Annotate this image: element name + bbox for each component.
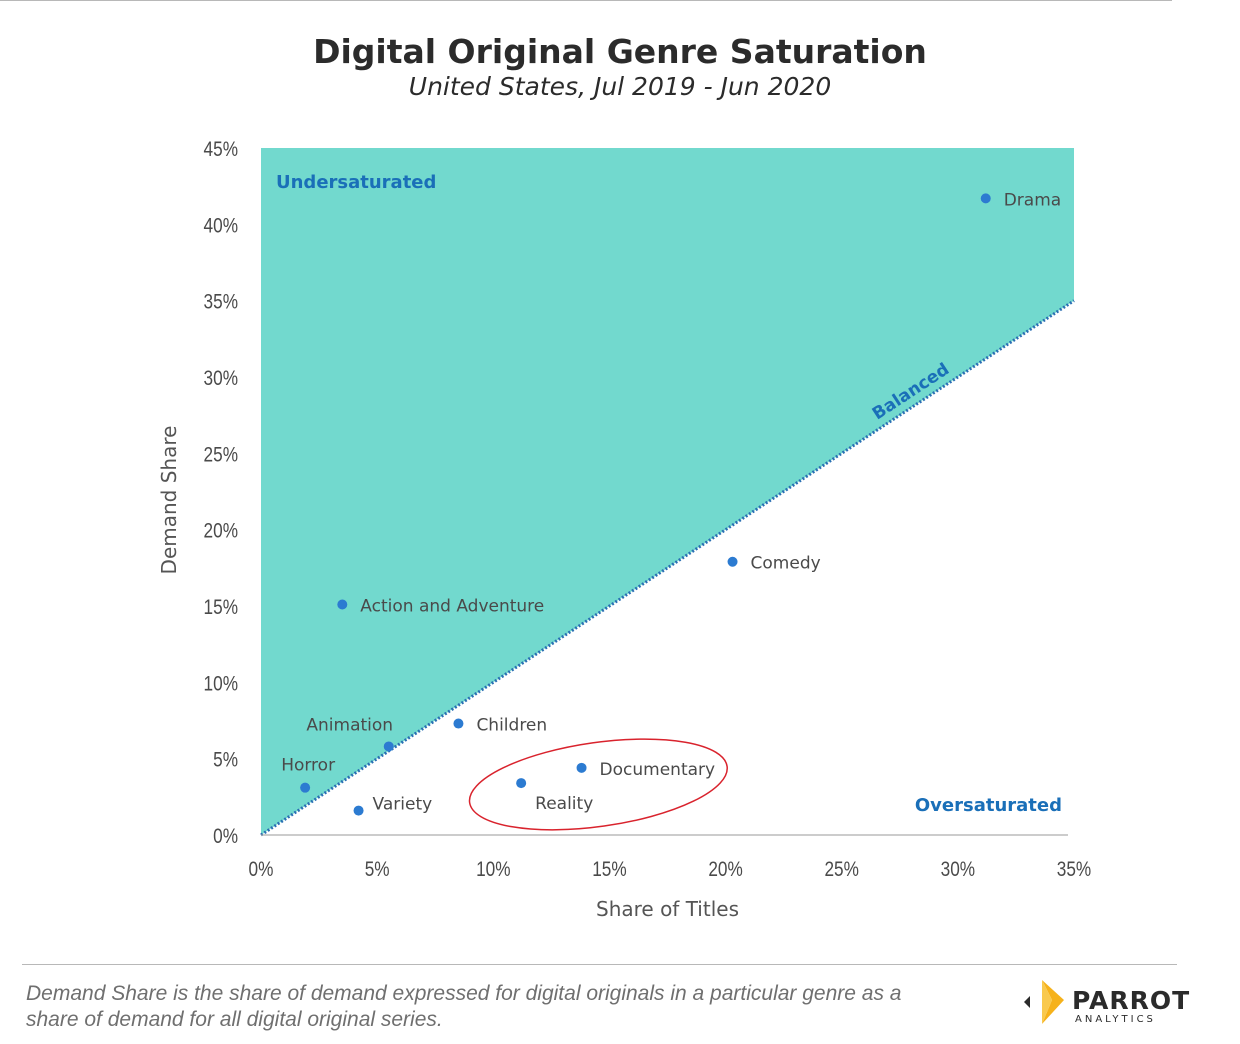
point-label: Animation (306, 715, 393, 735)
parrot-logo-icon (1024, 980, 1064, 1024)
oversaturated-label: Oversaturated (915, 795, 1062, 816)
x-tick-label: 15% (592, 859, 626, 882)
footnote: Demand Share is the share of demand expr… (26, 982, 902, 1031)
data-point (727, 556, 738, 567)
data-point (353, 805, 364, 816)
undersaturated-region (261, 148, 1074, 835)
point-label: Children (476, 716, 547, 736)
y-tick-label: 15% (204, 597, 238, 620)
y-tick-labels: 0% 5% 10% 15% 20% 25% 30% 35% 40% 45% (204, 139, 238, 849)
y-axis-title: Demand Share (157, 426, 181, 575)
undersaturated-label: Undersaturated (276, 172, 436, 193)
data-point (980, 193, 991, 204)
y-tick-label: 10% (204, 673, 238, 696)
logo-wordmark: PARROT (1072, 986, 1191, 1015)
x-tick-label: 20% (708, 859, 742, 882)
chart-title: Digital Original Genre Saturation (313, 32, 927, 71)
x-axis-title: Share of Titles (596, 897, 739, 921)
x-tick-label: 30% (941, 859, 975, 882)
chart-subtitle: United States, Jul 2019 - Jun 2020 (408, 72, 832, 101)
y-tick-label: 25% (204, 444, 238, 467)
data-points: Drama Comedy Action and Adventure Children A… (281, 190, 1061, 816)
point-label: Comedy (751, 554, 821, 574)
y-tick-label: 45% (204, 139, 238, 162)
point-label: Horror (281, 756, 335, 776)
y-tick-label: 5% (213, 749, 238, 772)
data-point (383, 741, 394, 752)
data-point (300, 782, 311, 793)
x-tick-label: 35% (1057, 859, 1091, 882)
parrot-analytics-logo: PARROT ANALYTICS (1020, 976, 1189, 1032)
genre-saturation-scatter: 0% 5% 10% 15% 20% 25% 30% 35% 40% 45% 0% 5% 10% 15% 2… (157, 139, 1092, 921)
x-tick-label: 0% (249, 859, 274, 882)
point-label: Documentary (600, 760, 716, 780)
footer-rule (22, 964, 1177, 965)
data-point (453, 718, 464, 729)
point-label: Action and Adventure (360, 596, 544, 616)
logo-subtitle: ANALYTICS (1075, 1014, 1156, 1025)
y-tick-label: 0% (213, 826, 238, 849)
y-tick-label: 40% (204, 215, 238, 238)
data-point (576, 762, 587, 773)
x-tick-labels: 0% 5% 10% 15% 20% 25% 30% 35% (249, 859, 1092, 882)
data-point (516, 778, 527, 789)
top-rule (0, 0, 1172, 1)
data-point (337, 599, 348, 610)
x-tick-label: 10% (476, 859, 510, 882)
x-tick-label: 25% (824, 859, 858, 882)
y-tick-label: 20% (204, 520, 238, 543)
y-tick-label: 30% (204, 368, 238, 391)
point-label: Variety (373, 795, 433, 815)
y-tick-label: 35% (204, 291, 238, 314)
point-label: Reality (535, 794, 593, 814)
point-label: Drama (1004, 190, 1061, 210)
x-tick-label: 5% (365, 859, 390, 882)
highlight-ellipse (468, 738, 728, 831)
